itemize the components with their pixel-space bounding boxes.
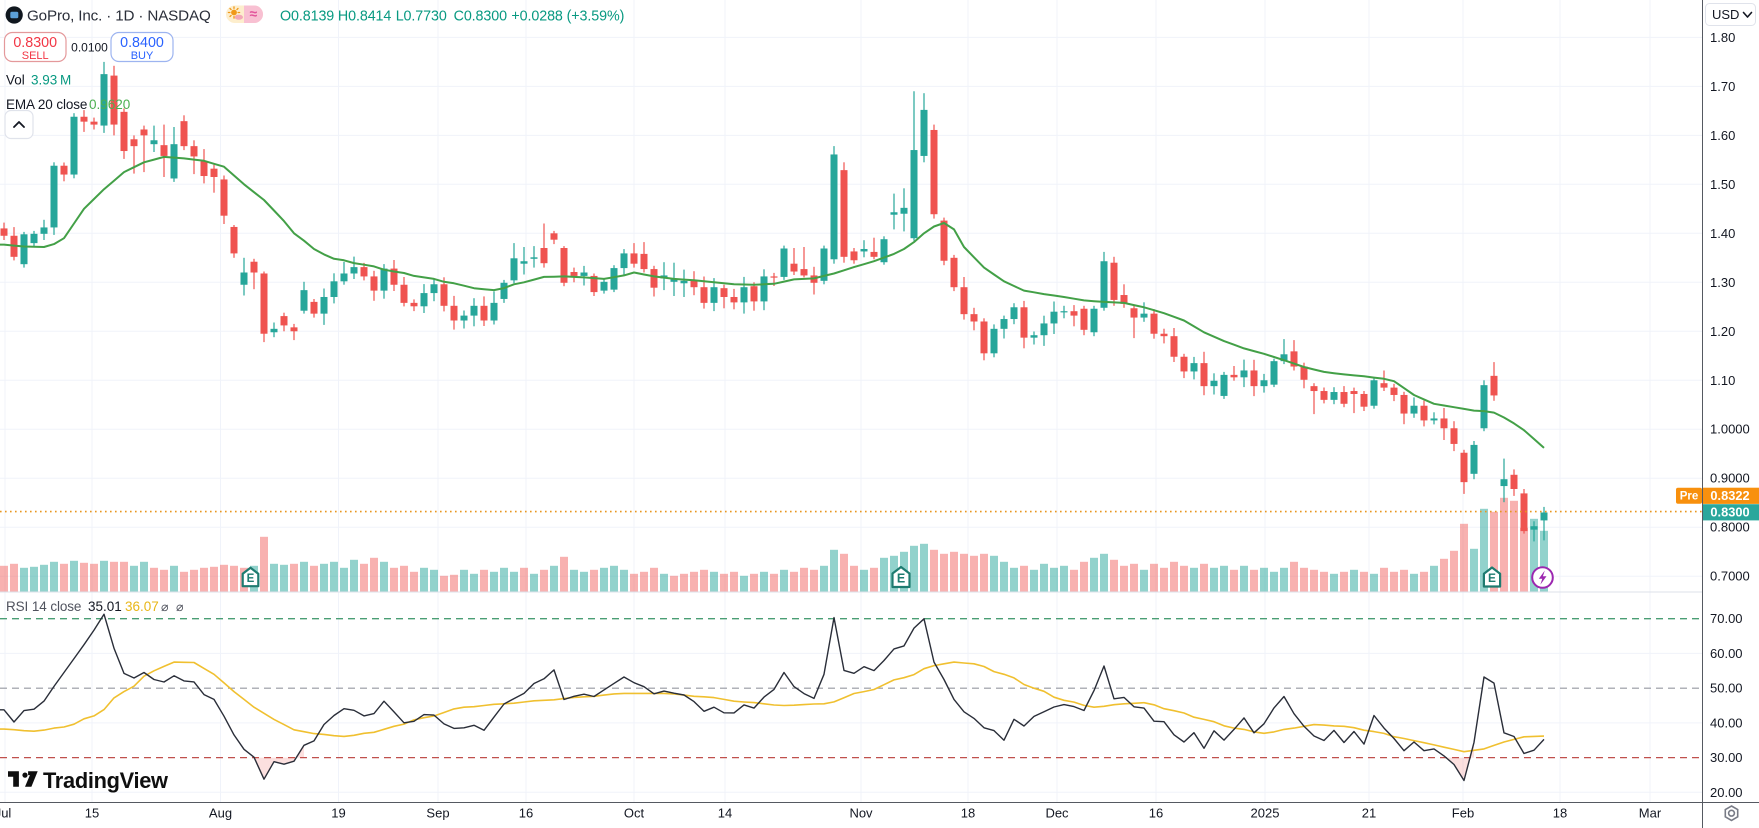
svg-text:EMA 20 close: EMA 20 close (6, 97, 87, 112)
svg-text:Vol: Vol (6, 73, 25, 88)
svg-text:Aug: Aug (209, 806, 232, 821)
svg-text:50.00: 50.00 (1710, 681, 1743, 696)
svg-text:Sep: Sep (426, 806, 449, 821)
svg-text:E: E (247, 573, 255, 585)
svg-text:1.80: 1.80 (1710, 30, 1735, 45)
svg-text:⌀: ⌀ (176, 600, 184, 614)
svg-text:0.0100: 0.0100 (71, 41, 108, 55)
svg-text:0.8300: 0.8300 (13, 35, 57, 51)
svg-text:0.8400: 0.8400 (120, 35, 164, 51)
svg-text:0.8322: 0.8322 (1710, 488, 1749, 503)
svg-text:0.9000: 0.9000 (1710, 471, 1750, 486)
svg-text:Feb: Feb (1452, 806, 1474, 821)
svg-text:1.50: 1.50 (1710, 177, 1735, 192)
svg-text:0.8300: 0.8300 (1710, 505, 1749, 520)
svg-text:18: 18 (961, 806, 975, 821)
svg-text:1.0000: 1.0000 (1710, 422, 1750, 437)
svg-text:H0.8414: H0.8414 (338, 8, 392, 24)
svg-text:BUY: BUY (131, 50, 154, 62)
svg-text:16: 16 (519, 806, 533, 821)
svg-text:18: 18 (1553, 806, 1567, 821)
svg-text:70.00: 70.00 (1710, 611, 1743, 626)
svg-text:21: 21 (1362, 806, 1376, 821)
svg-text:0.9620: 0.9620 (89, 97, 130, 112)
svg-text:Dec: Dec (1045, 806, 1069, 821)
svg-text:L0.7730: L0.7730 (396, 8, 447, 24)
svg-text:1.30: 1.30 (1710, 275, 1735, 290)
svg-text:Nov: Nov (849, 806, 873, 821)
svg-text:O0.8139: O0.8139 (280, 8, 334, 24)
svg-text:1.60: 1.60 (1710, 128, 1735, 143)
svg-text:Mar: Mar (1639, 806, 1662, 821)
svg-text:1.40: 1.40 (1710, 226, 1735, 241)
svg-text:E: E (897, 572, 905, 586)
svg-text:C0.8300: C0.8300 (454, 8, 508, 24)
svg-text:14: 14 (718, 806, 732, 821)
svg-text:20.00: 20.00 (1710, 785, 1743, 800)
svg-text:SELL: SELL (22, 50, 49, 62)
svg-text:Pre: Pre (1680, 491, 1699, 503)
svg-text:0.7000: 0.7000 (1710, 569, 1750, 584)
svg-text:15: 15 (85, 806, 99, 821)
svg-text:≈: ≈ (250, 5, 258, 21)
svg-text:35.01: 35.01 (88, 599, 122, 614)
svg-text:Oct: Oct (624, 806, 645, 821)
svg-text:0.8000: 0.8000 (1710, 520, 1750, 535)
svg-text:+0.0288 (+3.59%): +0.0288 (+3.59%) (511, 8, 624, 24)
svg-text:40.00: 40.00 (1710, 715, 1743, 730)
svg-text:Jul: Jul (0, 806, 11, 821)
svg-text:1.20: 1.20 (1710, 324, 1735, 339)
svg-text:30.00: 30.00 (1710, 750, 1743, 765)
svg-text:60.00: 60.00 (1710, 646, 1743, 661)
svg-text:RSI 14 close: RSI 14 close (6, 599, 81, 614)
svg-text:GoPro, Inc. · 1D · NASDAQ: GoPro, Inc. · 1D · NASDAQ (27, 7, 211, 24)
svg-text:1.10: 1.10 (1710, 373, 1735, 388)
svg-text:USD: USD (1712, 7, 1739, 22)
svg-text:TradingView: TradingView (43, 768, 168, 793)
svg-text:⌀: ⌀ (161, 600, 169, 614)
svg-text:E: E (1488, 571, 1496, 585)
svg-text:36.07: 36.07 (125, 599, 159, 614)
svg-text:2025: 2025 (1251, 806, 1280, 821)
svg-text:16: 16 (1149, 806, 1163, 821)
svg-text:19: 19 (331, 806, 345, 821)
svg-text:3.93 M: 3.93 M (31, 73, 71, 88)
svg-text:1.70: 1.70 (1710, 79, 1735, 94)
